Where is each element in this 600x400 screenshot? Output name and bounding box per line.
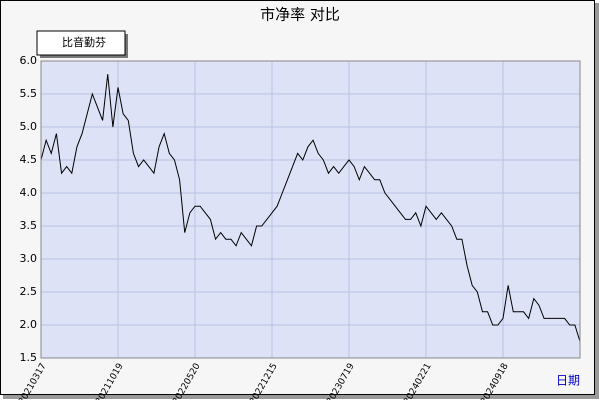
y-tick-label: 1.5	[20, 351, 38, 364]
plot-border	[40, 60, 581, 359]
frame-shadow	[3, 395, 598, 399]
y-tick-label: 2.5	[20, 285, 38, 298]
y-tick-label: 6.0	[20, 54, 38, 67]
y-tick-label: 3.5	[20, 219, 38, 232]
legend-label: 比音勤芬	[62, 35, 106, 49]
plot-area	[41, 61, 580, 358]
frame-shadow	[595, 3, 599, 399]
y-tick-label: 5.5	[20, 87, 38, 100]
legend: 比音勤芬	[36, 30, 128, 58]
data-line	[40, 74, 581, 342]
x-axis-label: 日期	[556, 374, 580, 388]
y-tick-label: 5.0	[20, 120, 38, 133]
y-tick-label: 3.0	[20, 252, 38, 265]
y-tick-label: 4.5	[20, 153, 38, 166]
y-tick-label: 2.0	[20, 318, 38, 331]
y-tick-label: 4.0	[20, 186, 38, 199]
chart-title: 市净率 对比	[260, 6, 340, 24]
legend-box	[36, 30, 126, 56]
